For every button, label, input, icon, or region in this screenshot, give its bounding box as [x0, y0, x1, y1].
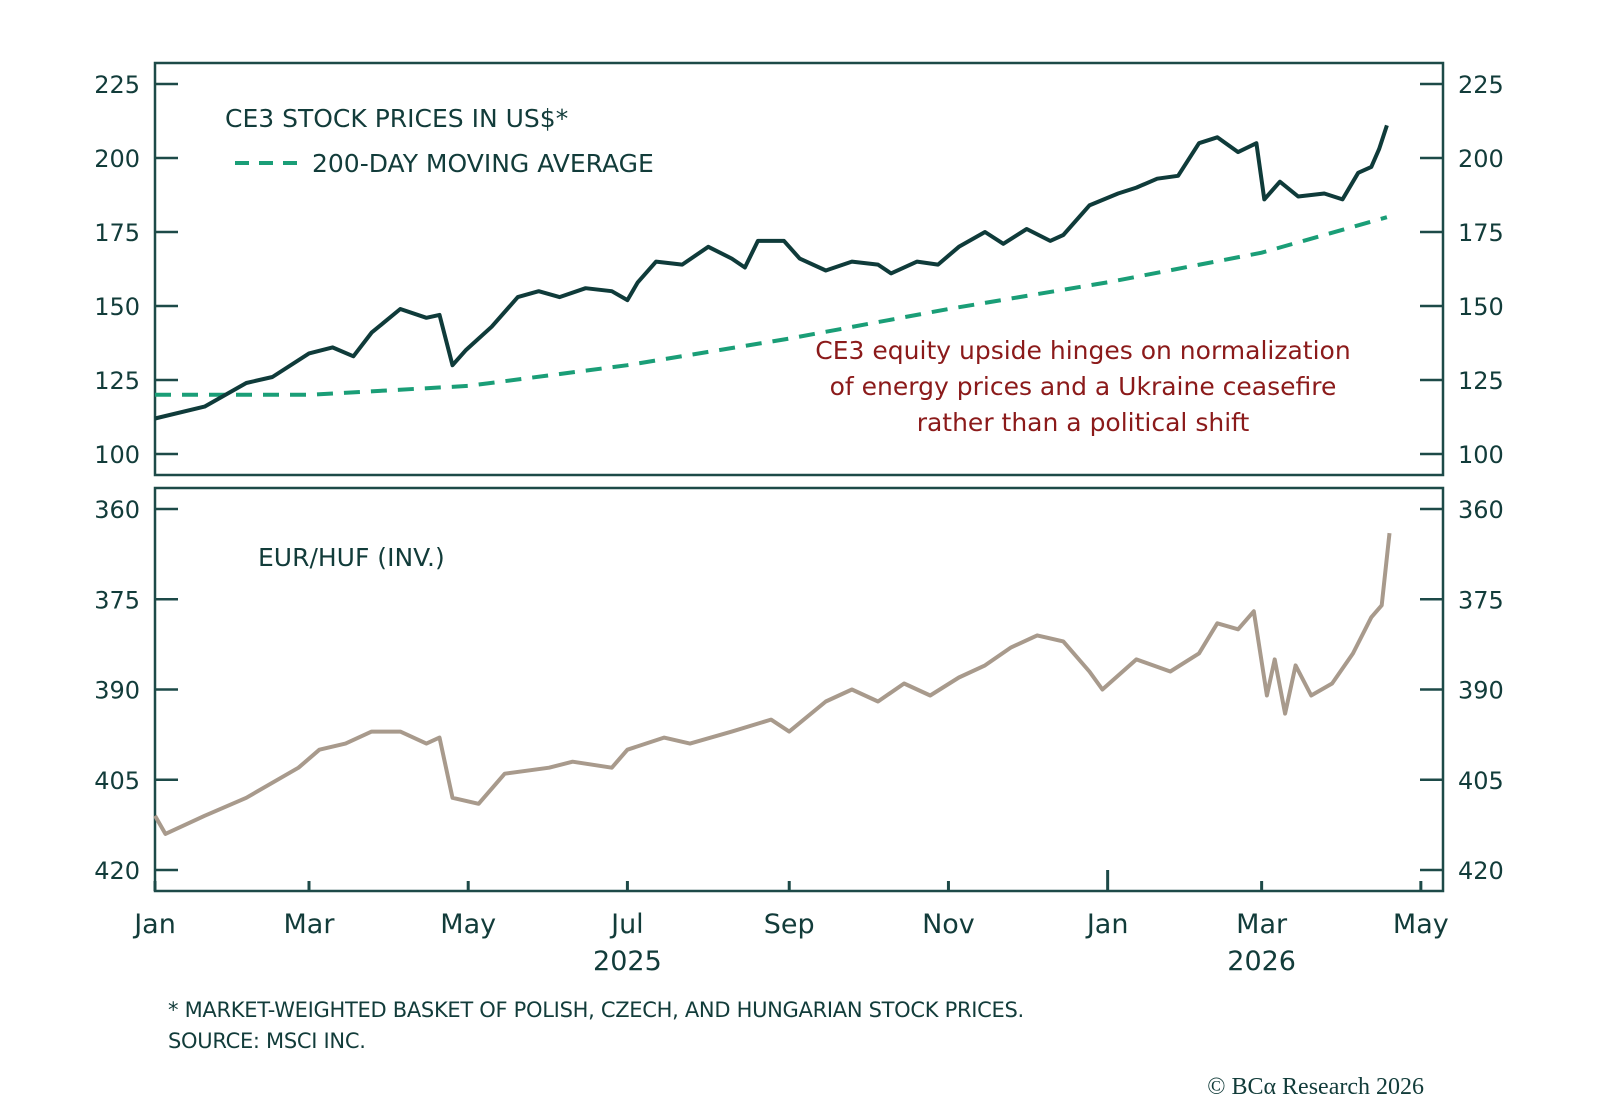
bottom-y-left-tick-label: 360: [94, 496, 140, 524]
moving-average-line: [155, 215, 1388, 397]
x-tick-label-may: May: [440, 909, 496, 940]
annotation-line-3: rather than a political shift: [917, 408, 1250, 437]
top-y-left-tick-label: 100: [94, 441, 140, 469]
x-year-label: 2026: [1227, 946, 1296, 977]
legend-ma-label: 200-DAY MOVING AVERAGE: [312, 149, 654, 178]
bottom-y-right-tick-label: 405: [1458, 767, 1504, 795]
top-y-right-tick-label: 175: [1458, 219, 1504, 247]
eur-huf-line: [153, 532, 1392, 836]
top-y-right-tick-label: 125: [1458, 367, 1504, 395]
annotation-line-1: CE3 equity upside hinges on normalizatio…: [815, 336, 1350, 365]
legend-stock-label: CE3 STOCK PRICES IN US$*: [225, 104, 568, 133]
bottom-y-right-tick-label: 360: [1458, 496, 1504, 524]
top-y-left-tick-label: 150: [94, 293, 140, 321]
bottom-y-left-tick-label: 390: [94, 677, 140, 705]
x-tick-label-mar: Mar: [1236, 909, 1288, 940]
x-tick-label-nov: Nov: [922, 909, 975, 940]
top-y-axis: 225 225 200 200 175 175 150 150 125 125 100 100: [94, 71, 1504, 469]
bottom-y-axis: 360 360 375 375 390 390 405 405 420 420: [94, 496, 1504, 885]
top-y-left-tick-label: 125: [94, 367, 140, 395]
bottom-y-left-tick-label: 420: [94, 857, 140, 885]
x-tick-label-mar: Mar: [284, 909, 336, 940]
x-tick-label-sep: Sep: [764, 909, 815, 940]
x-tick-label-jan: Jan: [132, 909, 176, 940]
bottom-panel-title: EUR/HUF (INV.): [258, 543, 445, 572]
bottom-y-right-tick-label: 375: [1458, 586, 1504, 614]
top-y-right-tick-label: 100: [1458, 441, 1504, 469]
bottom-panel: 360 360 375 375 390 390 405 405 420 420 EUR/HUF (…: [94, 486, 1504, 893]
top-y-left-tick-label: 225: [94, 71, 140, 99]
bottom-y-left-tick-label: 375: [94, 586, 140, 614]
chart: 225 225 200 200 175 175 150 150 125 125 100 100 CE3…: [94, 61, 1504, 977]
source-note: SOURCE: MSCI INC.: [168, 1029, 366, 1053]
top-panel: 225 225 200 200 175 175 150 150 125 125 100 100 CE3…: [94, 61, 1504, 477]
bottom-y-right-tick-label: 390: [1458, 677, 1504, 705]
annotation-line-2: of energy prices and a Ukraine ceasefire: [830, 372, 1337, 401]
x-tick-label-jan: Jan: [1085, 909, 1129, 940]
top-y-left-tick-label: 200: [94, 145, 140, 173]
top-panel-frame: [153, 61, 1445, 477]
x-tick-label-may: May: [1393, 909, 1449, 940]
top-y-right-tick-label: 200: [1458, 145, 1504, 173]
top-y-right-tick-label: 150: [1458, 293, 1504, 321]
top-y-right-tick-label: 225: [1458, 71, 1504, 99]
top-y-left-tick-label: 175: [94, 219, 140, 247]
x-axis: Jan Mar May Jul Sep Nov Jan Mar May 2025 2026: [132, 870, 1449, 977]
x-tick-label-jul: Jul: [609, 909, 644, 940]
footnote: * MARKET-WEIGHTED BASKET OF POLISH, CZEC…: [168, 998, 1024, 1022]
x-year-label: 2025: [593, 946, 662, 977]
bottom-y-right-tick-label: 420: [1458, 857, 1504, 885]
stock-price-line: [154, 124, 1389, 421]
credit: © BCα Research 2026: [1207, 1074, 1424, 1100]
bottom-y-left-tick-label: 405: [94, 767, 140, 795]
